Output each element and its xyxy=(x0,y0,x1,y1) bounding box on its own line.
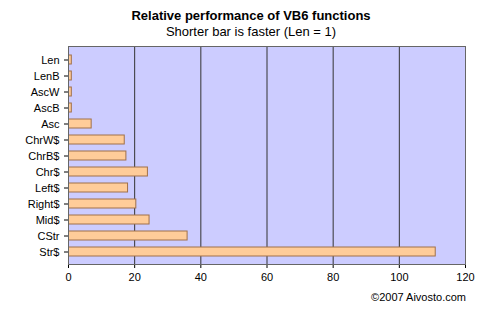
svg-text:AscW: AscW xyxy=(31,86,60,98)
svg-text:120: 120 xyxy=(456,271,474,283)
html-text:©2007 Aivosto.com: ©2007 Aivosto.com xyxy=(371,291,466,303)
svg-text:ChrB$: ChrB$ xyxy=(28,150,59,162)
svg-text:LenB: LenB xyxy=(34,70,60,82)
svg-text:Right$: Right$ xyxy=(28,198,60,210)
svg-text:0: 0 xyxy=(65,271,71,283)
svg-text:Len: Len xyxy=(41,54,59,66)
svg-text:Chr$: Chr$ xyxy=(36,166,60,178)
svg-text:40: 40 xyxy=(195,271,207,283)
svg-text:100: 100 xyxy=(390,271,408,283)
svg-text:Str$: Str$ xyxy=(39,246,59,258)
svg-text:ChrW$: ChrW$ xyxy=(25,134,59,146)
svg-text:Asc: Asc xyxy=(41,118,60,130)
html-text:Relative performance of VB6 fu: Relative performance of VB6 functions xyxy=(131,8,371,23)
svg-text:60: 60 xyxy=(261,271,273,283)
svg-text:Left$: Left$ xyxy=(35,182,59,194)
svg-text:Mid$: Mid$ xyxy=(36,214,60,226)
html-text:Shorter bar is faster (Len = 1: Shorter bar is faster (Len = 1) xyxy=(165,24,337,39)
svg-text:AscB: AscB xyxy=(34,102,60,114)
svg-text:20: 20 xyxy=(129,271,141,283)
svg-text:CStr: CStr xyxy=(38,230,60,242)
svg-text:80: 80 xyxy=(327,271,339,283)
